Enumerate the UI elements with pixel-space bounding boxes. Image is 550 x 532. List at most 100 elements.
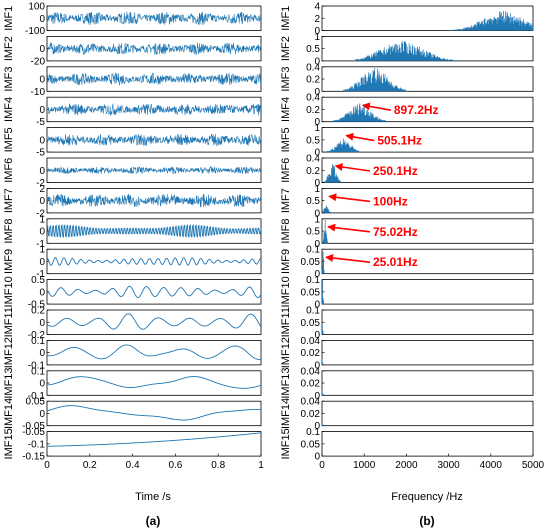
peak-arrow-1 [345, 132, 375, 142]
left-ytick-label-imf12-0: 0.1 [31, 336, 45, 347]
time-series-line-imf12 [46, 344, 262, 361]
right-ytick-label-imf2-0: 1 [314, 32, 320, 43]
left-ytick-label-imf7-1: 0 [39, 196, 45, 207]
peak-label-0: 897.2Hz [394, 103, 439, 117]
time-domain-imf-chart: 1000-100IMF10-20IMF20-10IMF30-5IMF40-5IM… [3, 2, 264, 472]
left-series-label-imf1: IMF1 [3, 6, 15, 31]
left-ytick-label-imf9-2: -1 [36, 269, 45, 280]
right-ytick-label-imf8-1: 0.5 [306, 227, 320, 238]
left-series-label-imf10: IMF10 [3, 276, 15, 307]
right-ytick-label-imf4-0: 0.4 [306, 93, 320, 104]
right-ytick-label-imf3-1: 0.2 [306, 75, 320, 86]
right-panel-frame-imf13 [321, 370, 534, 396]
left-ytick-label-imf6-1: -2 [36, 178, 45, 189]
time-series-line-imf2 [46, 42, 262, 55]
right-panel-frame-imf3 [321, 66, 534, 92]
left-ytick-label-imf15-0: -0.05 [22, 427, 45, 438]
right-ytick-label-imf2-2: 0 [314, 56, 320, 67]
right-ytick-label-imf13-2: 0 [314, 391, 320, 402]
left-series-label-imf12: IMF12 [3, 337, 15, 368]
right-ytick-label-imf11-1: 0.05 [301, 318, 321, 329]
left-series-label-imf14: IMF14 [3, 398, 15, 429]
left-ytick-label-imf8-1: 0 [39, 227, 45, 238]
time-series-line-imf9 [46, 257, 262, 266]
right-ytick-label-imf5-0: 1 [314, 123, 320, 134]
left-ytick-label-imf10-2: -0.5 [28, 300, 46, 311]
left-panel-frame-imf13 [46, 370, 262, 396]
spectrum-bars-imf7 [322, 205, 333, 213]
left-ytick-label-imf1-1: 0 [39, 14, 45, 25]
right-panel-frame-imf6 [321, 157, 534, 183]
right-series-label-imf13: IMF13 [280, 367, 292, 398]
left-ytick-label-imf10-1: 0 [39, 287, 45, 298]
frequency-spectrum-chart: 420IMF110.50IMF20.40.20IMF30.40.20IMF410… [280, 2, 545, 472]
spectrum-bars-imf11 [321, 324, 324, 335]
left-ytick-label-imf2-1: -20 [31, 56, 46, 67]
right-series-label-imf14: IMF14 [280, 398, 292, 429]
right-panel-frame-imf12 [321, 339, 534, 366]
left-ytick-label-imf8-0: 1 [39, 214, 45, 225]
spectrum-bars-imf2 [355, 41, 458, 61]
spectrum-bars-imf14 [321, 423, 324, 426]
time-xtick-label-0: 0 [44, 460, 50, 471]
left-ytick-label-imf1-2: -100 [25, 26, 45, 37]
right-ytick-label-imf2-1: 0.5 [306, 44, 320, 55]
left-series-label-imf4: IMF4 [3, 97, 15, 122]
right-ytick-label-imf13-1: 0.02 [301, 379, 321, 390]
peak-arrow-4 [327, 223, 371, 233]
time-xtick-label-3: 0.6 [168, 460, 182, 471]
right-series-label-imf3: IMF3 [280, 67, 292, 92]
left-ytick-label-imf3-1: -10 [31, 87, 46, 98]
time-xtick-label-4: 0.8 [211, 460, 225, 471]
right-ytick-label-imf11-0: 0.1 [306, 306, 320, 317]
right-panel-frame-imf11 [321, 309, 534, 335]
left-panel-frame-imf12 [46, 339, 262, 366]
right-ytick-label-imf12-1: 0.02 [301, 348, 321, 359]
right-series-label-imf6: IMF6 [280, 158, 292, 183]
right-series-label-imf8: IMF8 [280, 219, 292, 244]
right-ytick-label-imf9-2: 0 [314, 269, 320, 280]
right-ytick-label-imf13-0: 0.04 [301, 366, 321, 377]
right-ytick-label-imf14-1: 0.02 [301, 409, 321, 420]
left-series-label-imf7: IMF7 [3, 188, 15, 213]
right-panel-frame-imf7 [321, 187, 534, 214]
time-xtick-label-5: 1 [258, 460, 264, 471]
left-ytick-label-imf11-2: -0.2 [28, 330, 46, 341]
right-ytick-label-imf15-2: 0 [314, 452, 320, 463]
right-ytick-label-imf1-2: 0 [314, 26, 320, 37]
right-ytick-label-imf12-0: 0.04 [301, 336, 321, 347]
right-ytick-label-imf6-1: 0.2 [306, 166, 320, 177]
time-series-line-imf13 [46, 376, 262, 389]
left-series-label-imf5: IMF5 [3, 127, 15, 152]
left-ytick-label-imf15-2: -0.15 [22, 452, 45, 463]
right-panel-frame-imf14 [321, 400, 534, 427]
right-panel-frame-imf8 [321, 218, 534, 244]
left-ytick-label-imf9-1: 0 [39, 257, 45, 268]
freq-xtick-label-1: 1000 [353, 460, 376, 471]
peak-arrow-5 [325, 254, 371, 263]
right-series-label-imf4: IMF4 [280, 97, 292, 122]
right-series-label-imf7: IMF7 [280, 188, 292, 213]
left-ytick-label-imf11-0: 0.2 [31, 306, 45, 317]
right-ytick-label-imf8-2: 0 [314, 239, 320, 250]
right-ytick-label-imf7-2: 0 [314, 208, 320, 219]
right-ytick-label-imf5-1: 0.5 [306, 135, 320, 146]
spectrum-bars-imf4 [332, 103, 386, 122]
spectrum-bars-imf13 [321, 390, 324, 396]
right-ytick-label-imf9-1: 0.05 [301, 257, 321, 268]
spectrum-bars-imf5 [325, 138, 361, 153]
right-ytick-label-imf8-0: 1 [314, 214, 320, 225]
freq-xtick-label-0: 0 [319, 460, 325, 471]
time-series-line-imf5 [46, 133, 262, 147]
time-xtick-label-2: 0.4 [126, 460, 140, 471]
left-ytick-label-imf2-0: 0 [39, 44, 45, 55]
time-series-line-imf14 [46, 405, 262, 421]
right-ytick-label-imf10-1: 0.05 [301, 287, 321, 298]
left-ytick-label-imf13-0: 0.1 [31, 366, 45, 377]
left-series-label-imf3: IMF3 [3, 67, 15, 92]
left-series-label-imf8: IMF8 [3, 219, 15, 244]
freq-xtick-label-3: 3000 [437, 460, 460, 471]
peak-label-3: 100Hz [373, 194, 408, 208]
right-ytick-label-imf6-0: 0.4 [306, 154, 320, 165]
